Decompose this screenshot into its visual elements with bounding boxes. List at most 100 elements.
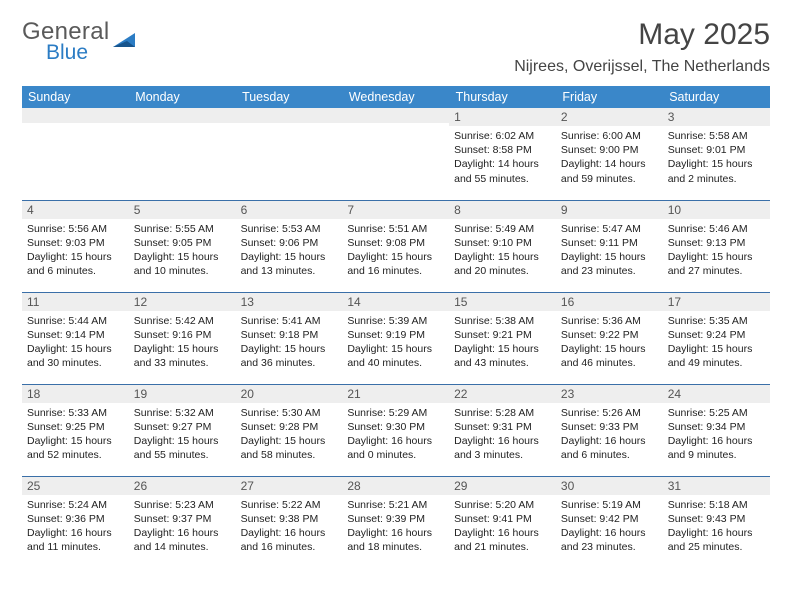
calendar-week: 11Sunrise: 5:44 AM Sunset: 9:14 PM Dayli… bbox=[22, 292, 770, 384]
calendar-cell bbox=[22, 108, 129, 200]
day-text: Sunrise: 6:02 AM Sunset: 8:58 PM Dayligh… bbox=[449, 126, 556, 188]
day-text: Sunrise: 5:35 AM Sunset: 9:24 PM Dayligh… bbox=[663, 311, 770, 373]
calendar-cell: 25Sunrise: 5:24 AM Sunset: 9:36 PM Dayli… bbox=[22, 476, 129, 568]
header: General Blue May 2025 Nijrees, Overijsse… bbox=[22, 18, 770, 76]
logo-triangle-icon bbox=[113, 31, 139, 56]
calendar-week: 25Sunrise: 5:24 AM Sunset: 9:36 PM Dayli… bbox=[22, 476, 770, 568]
calendar-cell: 18Sunrise: 5:33 AM Sunset: 9:25 PM Dayli… bbox=[22, 384, 129, 476]
day-number: 11 bbox=[22, 293, 129, 311]
day-text: Sunrise: 5:32 AM Sunset: 9:27 PM Dayligh… bbox=[129, 403, 236, 465]
day-number: 21 bbox=[342, 385, 449, 403]
calendar-cell: 1Sunrise: 6:02 AM Sunset: 8:58 PM Daylig… bbox=[449, 108, 556, 200]
day-text: Sunrise: 5:28 AM Sunset: 9:31 PM Dayligh… bbox=[449, 403, 556, 465]
day-text: Sunrise: 5:41 AM Sunset: 9:18 PM Dayligh… bbox=[236, 311, 343, 373]
day-number: 17 bbox=[663, 293, 770, 311]
weekday-row: Sunday Monday Tuesday Wednesday Thursday… bbox=[22, 86, 770, 108]
calendar-cell: 2Sunrise: 6:00 AM Sunset: 9:00 PM Daylig… bbox=[556, 108, 663, 200]
calendar-table: Sunday Monday Tuesday Wednesday Thursday… bbox=[22, 86, 770, 568]
day-text: Sunrise: 5:23 AM Sunset: 9:37 PM Dayligh… bbox=[129, 495, 236, 557]
day-number: 26 bbox=[129, 477, 236, 495]
day-number: 22 bbox=[449, 385, 556, 403]
day-text: Sunrise: 5:46 AM Sunset: 9:13 PM Dayligh… bbox=[663, 219, 770, 281]
day-number: 14 bbox=[342, 293, 449, 311]
calendar-cell: 20Sunrise: 5:30 AM Sunset: 9:28 PM Dayli… bbox=[236, 384, 343, 476]
day-text: Sunrise: 5:44 AM Sunset: 9:14 PM Dayligh… bbox=[22, 311, 129, 373]
calendar-cell: 19Sunrise: 5:32 AM Sunset: 9:27 PM Dayli… bbox=[129, 384, 236, 476]
day-text: Sunrise: 5:24 AM Sunset: 9:36 PM Dayligh… bbox=[22, 495, 129, 557]
day-text: Sunrise: 5:30 AM Sunset: 9:28 PM Dayligh… bbox=[236, 403, 343, 465]
day-number: 18 bbox=[22, 385, 129, 403]
calendar-cell: 4Sunrise: 5:56 AM Sunset: 9:03 PM Daylig… bbox=[22, 200, 129, 292]
calendar-cell bbox=[236, 108, 343, 200]
day-number: 8 bbox=[449, 201, 556, 219]
day-number: 4 bbox=[22, 201, 129, 219]
calendar-body: 1Sunrise: 6:02 AM Sunset: 8:58 PM Daylig… bbox=[22, 108, 770, 568]
calendar-cell: 9Sunrise: 5:47 AM Sunset: 9:11 PM Daylig… bbox=[556, 200, 663, 292]
calendar-cell: 3Sunrise: 5:58 AM Sunset: 9:01 PM Daylig… bbox=[663, 108, 770, 200]
calendar-cell: 29Sunrise: 5:20 AM Sunset: 9:41 PM Dayli… bbox=[449, 476, 556, 568]
day-text: Sunrise: 5:49 AM Sunset: 9:10 PM Dayligh… bbox=[449, 219, 556, 281]
day-number: 2 bbox=[556, 108, 663, 126]
title-block: May 2025 Nijrees, Overijssel, The Nether… bbox=[514, 18, 770, 76]
calendar-cell: 6Sunrise: 5:53 AM Sunset: 9:06 PM Daylig… bbox=[236, 200, 343, 292]
day-text: Sunrise: 5:20 AM Sunset: 9:41 PM Dayligh… bbox=[449, 495, 556, 557]
calendar-cell: 8Sunrise: 5:49 AM Sunset: 9:10 PM Daylig… bbox=[449, 200, 556, 292]
calendar-cell: 17Sunrise: 5:35 AM Sunset: 9:24 PM Dayli… bbox=[663, 292, 770, 384]
day-text: Sunrise: 5:42 AM Sunset: 9:16 PM Dayligh… bbox=[129, 311, 236, 373]
day-text: Sunrise: 5:47 AM Sunset: 9:11 PM Dayligh… bbox=[556, 219, 663, 281]
day-number: 24 bbox=[663, 385, 770, 403]
calendar-cell: 27Sunrise: 5:22 AM Sunset: 9:38 PM Dayli… bbox=[236, 476, 343, 568]
day-number: 10 bbox=[663, 201, 770, 219]
day-number: 27 bbox=[236, 477, 343, 495]
day-number: 9 bbox=[556, 201, 663, 219]
day-text: Sunrise: 5:19 AM Sunset: 9:42 PM Dayligh… bbox=[556, 495, 663, 557]
day-number bbox=[236, 108, 343, 123]
weekday-tuesday: Tuesday bbox=[236, 86, 343, 108]
calendar-cell bbox=[342, 108, 449, 200]
day-number: 6 bbox=[236, 201, 343, 219]
calendar-cell: 21Sunrise: 5:29 AM Sunset: 9:30 PM Dayli… bbox=[342, 384, 449, 476]
day-number: 13 bbox=[236, 293, 343, 311]
day-number: 7 bbox=[342, 201, 449, 219]
page-title: May 2025 bbox=[514, 18, 770, 52]
calendar-cell: 28Sunrise: 5:21 AM Sunset: 9:39 PM Dayli… bbox=[342, 476, 449, 568]
day-text: Sunrise: 5:38 AM Sunset: 9:21 PM Dayligh… bbox=[449, 311, 556, 373]
calendar-cell: 16Sunrise: 5:36 AM Sunset: 9:22 PM Dayli… bbox=[556, 292, 663, 384]
calendar-cell: 31Sunrise: 5:18 AM Sunset: 9:43 PM Dayli… bbox=[663, 476, 770, 568]
weekday-wednesday: Wednesday bbox=[342, 86, 449, 108]
day-text: Sunrise: 5:29 AM Sunset: 9:30 PM Dayligh… bbox=[342, 403, 449, 465]
day-text: Sunrise: 5:39 AM Sunset: 9:19 PM Dayligh… bbox=[342, 311, 449, 373]
day-number bbox=[22, 108, 129, 123]
calendar-week: 18Sunrise: 5:33 AM Sunset: 9:25 PM Dayli… bbox=[22, 384, 770, 476]
day-text bbox=[22, 123, 129, 128]
day-number: 25 bbox=[22, 477, 129, 495]
day-text: Sunrise: 5:18 AM Sunset: 9:43 PM Dayligh… bbox=[663, 495, 770, 557]
day-text: Sunrise: 5:25 AM Sunset: 9:34 PM Dayligh… bbox=[663, 403, 770, 465]
day-number: 30 bbox=[556, 477, 663, 495]
day-number: 28 bbox=[342, 477, 449, 495]
weekday-thursday: Thursday bbox=[449, 86, 556, 108]
calendar-cell: 14Sunrise: 5:39 AM Sunset: 9:19 PM Dayli… bbox=[342, 292, 449, 384]
day-number: 20 bbox=[236, 385, 343, 403]
day-text bbox=[342, 123, 449, 128]
calendar-cell: 10Sunrise: 5:46 AM Sunset: 9:13 PM Dayli… bbox=[663, 200, 770, 292]
calendar-cell: 23Sunrise: 5:26 AM Sunset: 9:33 PM Dayli… bbox=[556, 384, 663, 476]
calendar-cell: 13Sunrise: 5:41 AM Sunset: 9:18 PM Dayli… bbox=[236, 292, 343, 384]
calendar-week: 1Sunrise: 6:02 AM Sunset: 8:58 PM Daylig… bbox=[22, 108, 770, 200]
logo-text-block: General Blue bbox=[22, 18, 109, 65]
day-number: 12 bbox=[129, 293, 236, 311]
day-text bbox=[236, 123, 343, 128]
day-number: 15 bbox=[449, 293, 556, 311]
calendar-cell: 22Sunrise: 5:28 AM Sunset: 9:31 PM Dayli… bbox=[449, 384, 556, 476]
day-number: 23 bbox=[556, 385, 663, 403]
calendar-cell: 7Sunrise: 5:51 AM Sunset: 9:08 PM Daylig… bbox=[342, 200, 449, 292]
calendar-page: General Blue May 2025 Nijrees, Overijsse… bbox=[0, 0, 792, 576]
day-text bbox=[129, 123, 236, 128]
calendar-cell: 30Sunrise: 5:19 AM Sunset: 9:42 PM Dayli… bbox=[556, 476, 663, 568]
day-text: Sunrise: 5:22 AM Sunset: 9:38 PM Dayligh… bbox=[236, 495, 343, 557]
day-text: Sunrise: 6:00 AM Sunset: 9:00 PM Dayligh… bbox=[556, 126, 663, 188]
calendar-cell: 24Sunrise: 5:25 AM Sunset: 9:34 PM Dayli… bbox=[663, 384, 770, 476]
day-text: Sunrise: 5:51 AM Sunset: 9:08 PM Dayligh… bbox=[342, 219, 449, 281]
calendar-head: Sunday Monday Tuesday Wednesday Thursday… bbox=[22, 86, 770, 108]
weekday-saturday: Saturday bbox=[663, 86, 770, 108]
